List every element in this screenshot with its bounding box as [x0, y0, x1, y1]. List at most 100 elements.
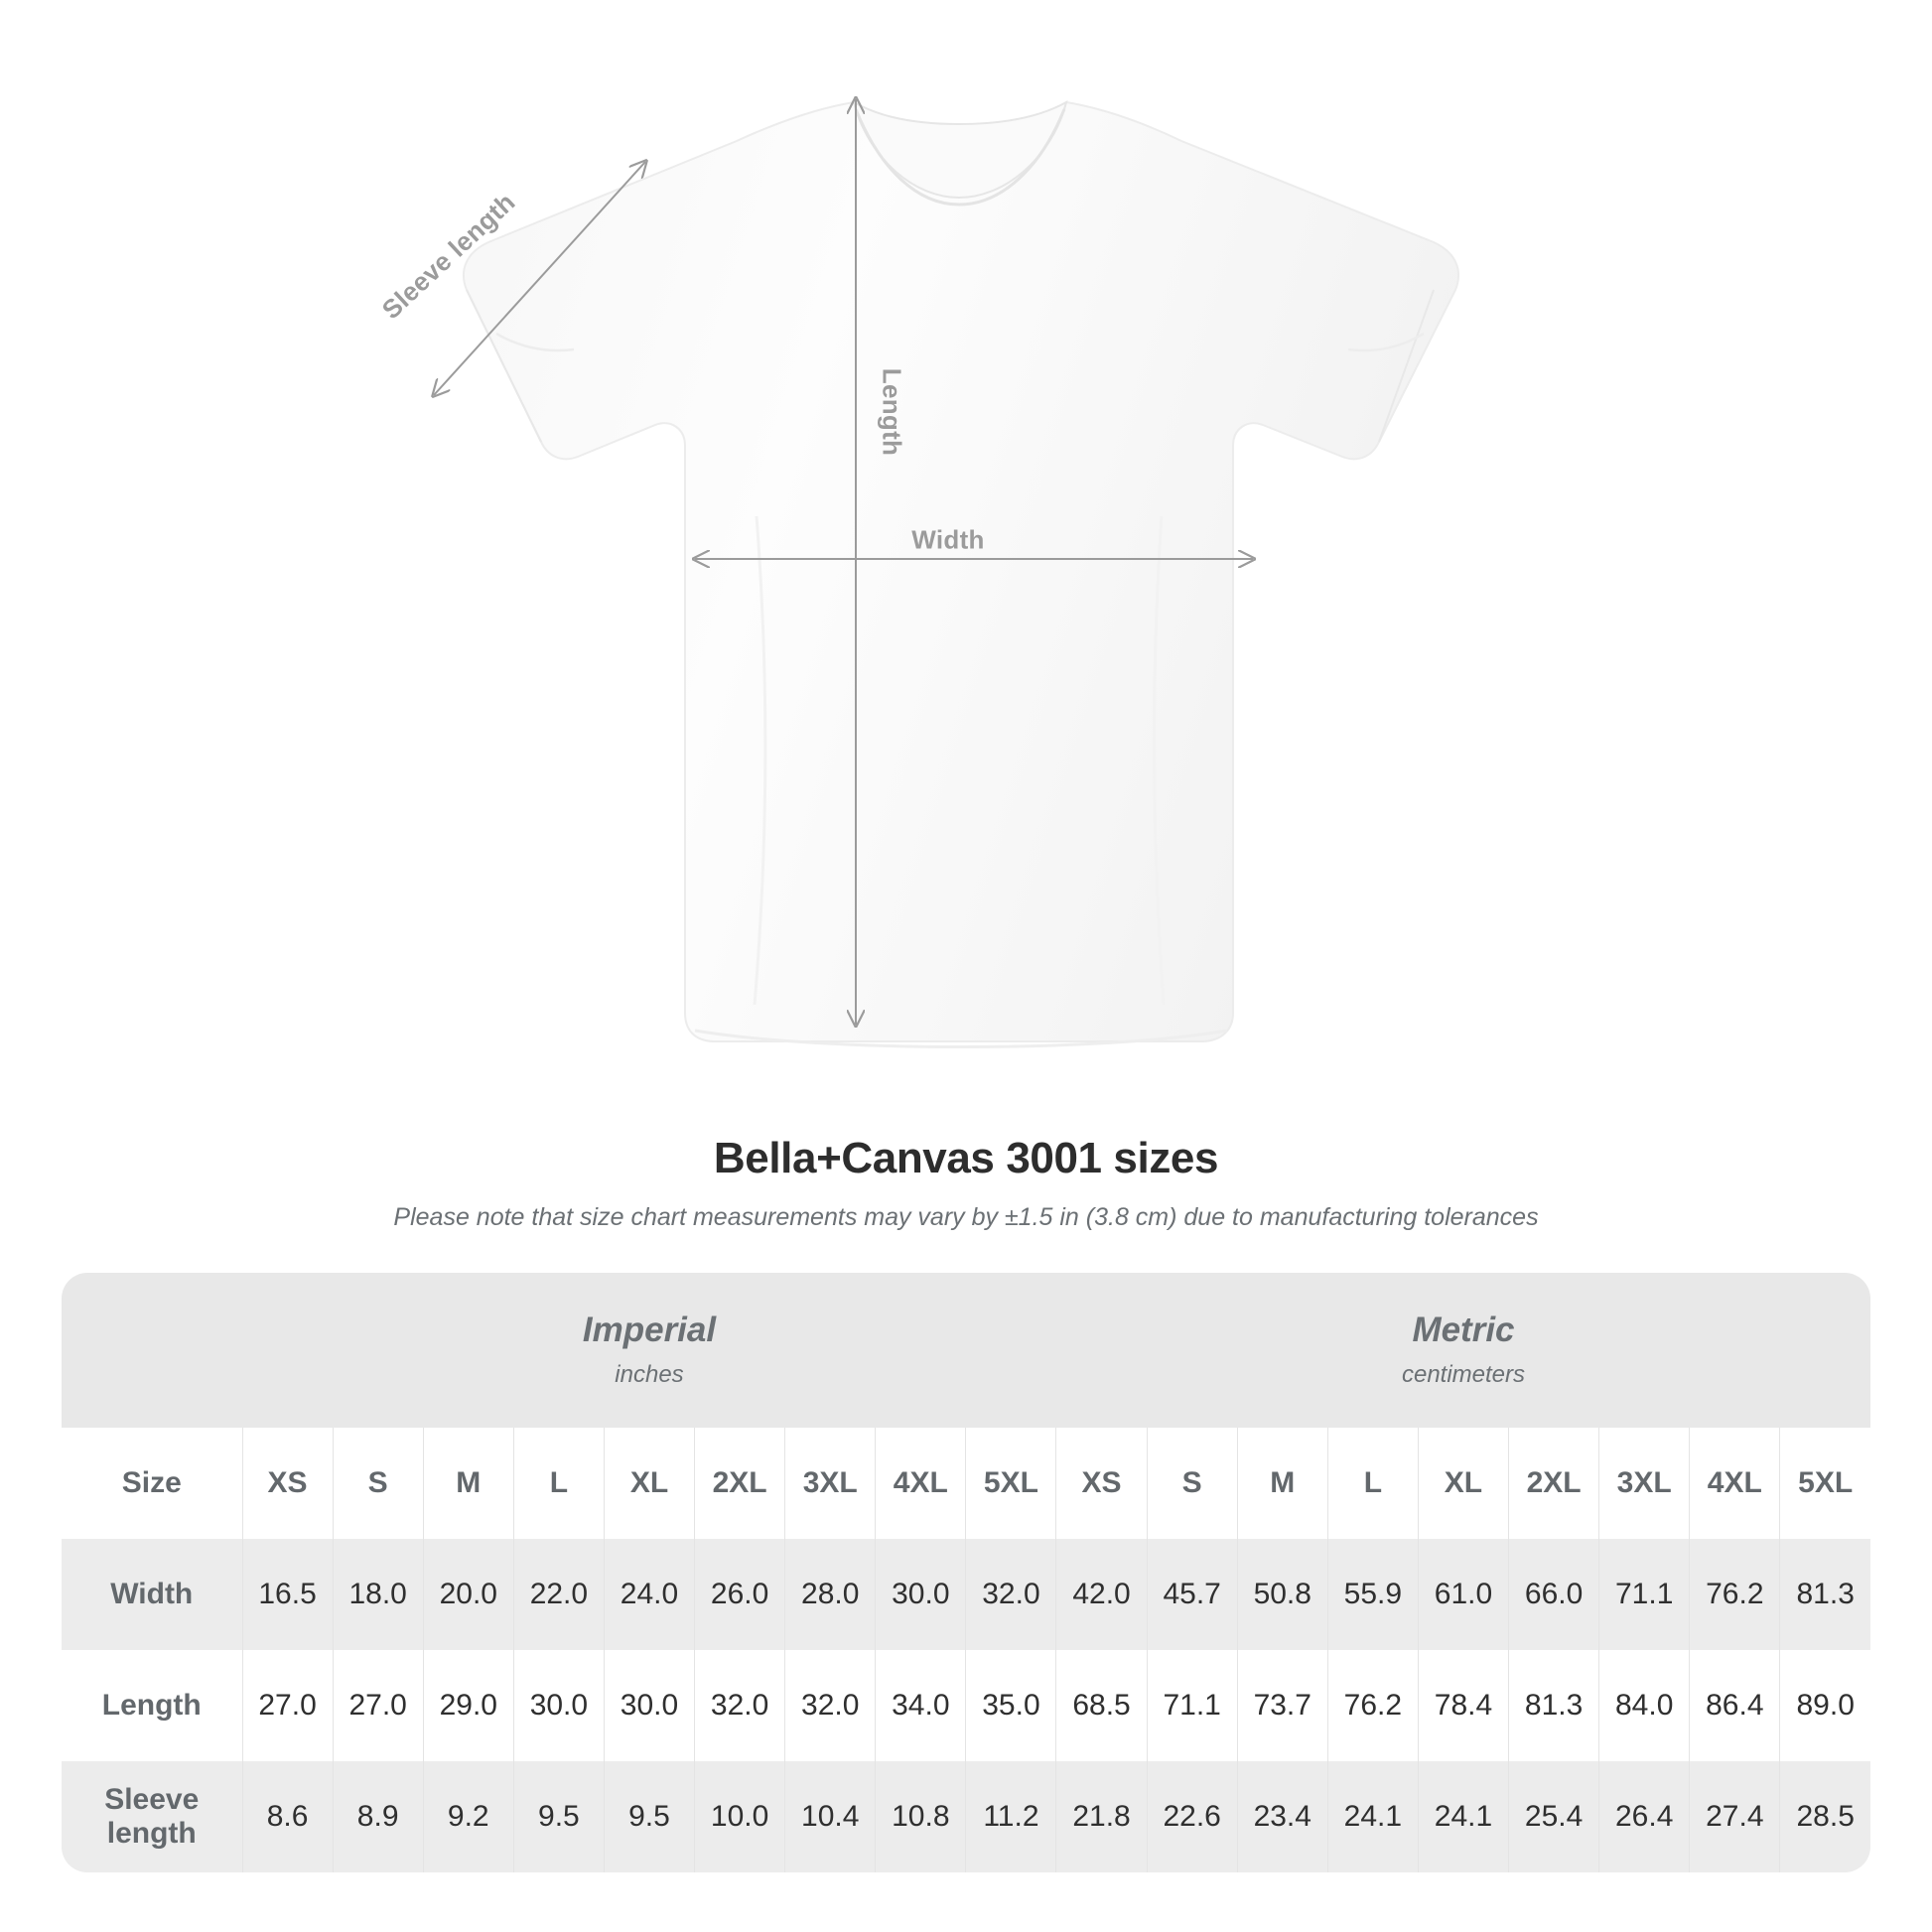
table-cell: 20.0	[422, 1539, 514, 1650]
page-subtitle: Please note that size chart measurements…	[393, 1203, 1539, 1231]
table-cell: 32.0	[784, 1650, 876, 1761]
table-cell: 27.4	[1689, 1761, 1780, 1872]
size-column-header: L	[1326, 1428, 1419, 1539]
table-cell: 30.0	[603, 1650, 695, 1761]
size-column-header: M	[1236, 1428, 1328, 1539]
size-column-header: 4XL	[875, 1428, 966, 1539]
table-cell: 30.0	[875, 1539, 966, 1650]
table-cell: 89.0	[1779, 1650, 1870, 1761]
table-cell: 22.6	[1146, 1761, 1238, 1872]
size-column-header: 2XL	[694, 1428, 785, 1539]
caption-block: Bella+Canvas 3001 sizes Please note that…	[0, 1134, 1932, 1232]
table-row: Sleeve length 8.6 8.9 9.2 9.5 9.5 10.0 10.4 10.8…	[62, 1761, 1870, 1872]
table-cell: 28.0	[784, 1539, 876, 1650]
system-name-imperial: Imperial	[582, 1310, 717, 1349]
table-cell: 24.1	[1417, 1761, 1509, 1872]
table-cell: 76.2	[1689, 1539, 1780, 1650]
table-cell: 27.0	[332, 1650, 424, 1761]
size-column-header: S	[1146, 1428, 1238, 1539]
table-cell: 23.4	[1236, 1761, 1328, 1872]
table-cell: 30.0	[512, 1650, 605, 1761]
table-cell: 32.0	[694, 1650, 785, 1761]
system-name-metric: Metric	[1412, 1310, 1515, 1349]
table-cell: 8.6	[241, 1761, 334, 1872]
table-cell: 29.0	[422, 1650, 514, 1761]
unit-system-row: Imperial inches Metric centimeters	[62, 1273, 1870, 1428]
table-cell: 28.5	[1779, 1761, 1870, 1872]
table-cell: 76.2	[1326, 1650, 1419, 1761]
size-column-header: XS	[241, 1428, 334, 1539]
system-header-imperial: Imperial inches	[242, 1273, 1056, 1428]
table-cell: 24.0	[603, 1539, 695, 1650]
table-cell: 61.0	[1417, 1539, 1509, 1650]
table-cell: 26.0	[694, 1539, 785, 1650]
system-unit-metric: centimeters	[1401, 1361, 1526, 1389]
table-row: Width 16.5 18.0 20.0 22.0 24.0 26.0 28.0 30.0 32.…	[62, 1539, 1870, 1650]
table-cell: 9.5	[512, 1761, 605, 1872]
size-column-header: 4XL	[1689, 1428, 1780, 1539]
table-cell: 32.0	[965, 1539, 1056, 1650]
size-column-header: 5XL	[965, 1428, 1056, 1539]
table-cell: 21.8	[1055, 1761, 1148, 1872]
table-cell: 27.0	[241, 1650, 334, 1761]
table-cell: 24.1	[1326, 1761, 1419, 1872]
measurement-lines	[434, 99, 1253, 1025]
table-cell: 34.0	[875, 1650, 966, 1761]
table-cell: 26.4	[1598, 1761, 1690, 1872]
size-column-header: XS	[1055, 1428, 1148, 1539]
tshirt-shape	[463, 99, 1459, 1048]
size-column-header: 5XL	[1779, 1428, 1870, 1539]
table-cell: 71.1	[1598, 1539, 1690, 1650]
table-cell: 42.0	[1055, 1539, 1148, 1650]
table-cell: 8.9	[332, 1761, 424, 1872]
system-unit-imperial: inches	[615, 1361, 684, 1389]
table-cell: 45.7	[1146, 1539, 1238, 1650]
table-cell: 50.8	[1236, 1539, 1328, 1650]
table-body: Imperial inches Metric centimeters Size X…	[62, 1273, 1870, 1872]
table-cell: 81.3	[1508, 1650, 1599, 1761]
table-cell: 71.1	[1146, 1650, 1238, 1761]
system-header-metric: Metric centimeters	[1055, 1273, 1870, 1428]
table-row-label: Sleeve length	[62, 1761, 242, 1872]
size-column-header: 3XL	[1598, 1428, 1690, 1539]
table-cell: 9.2	[422, 1761, 514, 1872]
page-title: Bella+Canvas 3001 sizes	[713, 1134, 1219, 1182]
table-cell: 9.5	[603, 1761, 695, 1872]
table-corner-cell	[62, 1273, 242, 1428]
table-cell: 10.0	[694, 1761, 785, 1872]
tshirt-diagram	[0, 0, 1459, 1048]
size-column-header: M	[422, 1428, 514, 1539]
table-cell: 11.2	[965, 1761, 1056, 1872]
table-cell: 68.5	[1055, 1650, 1148, 1761]
width-annotation: Width	[911, 524, 985, 555]
table-cell: 55.9	[1326, 1539, 1419, 1650]
size-column-header: XL	[1417, 1428, 1509, 1539]
size-column-header: 2XL	[1508, 1428, 1599, 1539]
size-column-header: XL	[603, 1428, 695, 1539]
size-row-label: Size	[62, 1428, 242, 1539]
table-cell: 66.0	[1508, 1539, 1599, 1650]
table-cell: 73.7	[1236, 1650, 1328, 1761]
table-cell: 84.0	[1598, 1650, 1690, 1761]
table-cell: 78.4	[1417, 1650, 1509, 1761]
table-row-label: Length	[62, 1650, 242, 1761]
table-cell: 22.0	[512, 1539, 605, 1650]
size-column-header: S	[332, 1428, 424, 1539]
length-annotation: Length	[877, 367, 907, 457]
table-cell: 10.8	[875, 1761, 966, 1872]
table-cell: 81.3	[1779, 1539, 1870, 1650]
table-cell: 18.0	[332, 1539, 424, 1650]
size-column-header: L	[512, 1428, 605, 1539]
sleeve-length-arrow	[434, 162, 645, 395]
table-cell: 25.4	[1508, 1761, 1599, 1872]
table-cell: 16.5	[241, 1539, 334, 1650]
tshirt-illustration: Sleeve length Length Width	[0, 0, 1459, 1048]
size-table-wrapper: Imperial inches Metric centimeters Size X…	[62, 1273, 1870, 1872]
size-header-row: Size XS S M L XL 2XL 3XL 4XL 5XL XS S M L XL 2XL 3XL 4XL 5…	[62, 1428, 1870, 1539]
table-cell: 10.4	[784, 1761, 876, 1872]
table-row: Length 27.0 27.0 29.0 30.0 30.0 32.0 32.0 34.0 35…	[62, 1650, 1870, 1761]
size-table: Imperial inches Metric centimeters Size X…	[62, 1273, 1870, 1872]
table-cell: 35.0	[965, 1650, 1056, 1761]
size-column-header: 3XL	[784, 1428, 876, 1539]
